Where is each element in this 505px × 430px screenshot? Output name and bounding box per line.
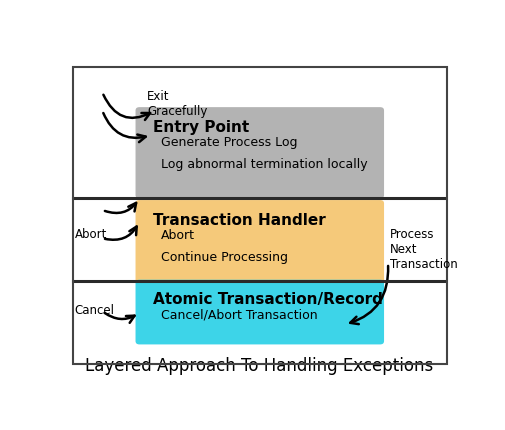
Text: Cancel: Cancel: [75, 304, 115, 316]
Text: Log abnormal termination locally: Log abnormal termination locally: [161, 157, 368, 171]
Text: Abort: Abort: [75, 227, 107, 240]
FancyBboxPatch shape: [135, 108, 384, 199]
Text: Generate Process Log: Generate Process Log: [161, 136, 297, 149]
Bar: [73, 68, 447, 365]
Text: Process
Next
Transaction: Process Next Transaction: [390, 227, 458, 270]
Text: Layered Approach To Handling Exceptions: Layered Approach To Handling Exceptions: [85, 356, 433, 375]
Text: Transaction Handler: Transaction Handler: [153, 212, 326, 227]
Text: Exit
Gracefully: Exit Gracefully: [147, 90, 208, 118]
FancyBboxPatch shape: [135, 200, 384, 285]
Text: Abort: Abort: [161, 229, 195, 242]
FancyBboxPatch shape: [135, 280, 384, 344]
Text: Atomic Transaction/Record: Atomic Transaction/Record: [153, 292, 383, 307]
Text: Entry Point: Entry Point: [153, 120, 249, 135]
Text: Continue Processing: Continue Processing: [161, 250, 288, 263]
Text: Cancel/Abort Transaction: Cancel/Abort Transaction: [161, 308, 318, 321]
